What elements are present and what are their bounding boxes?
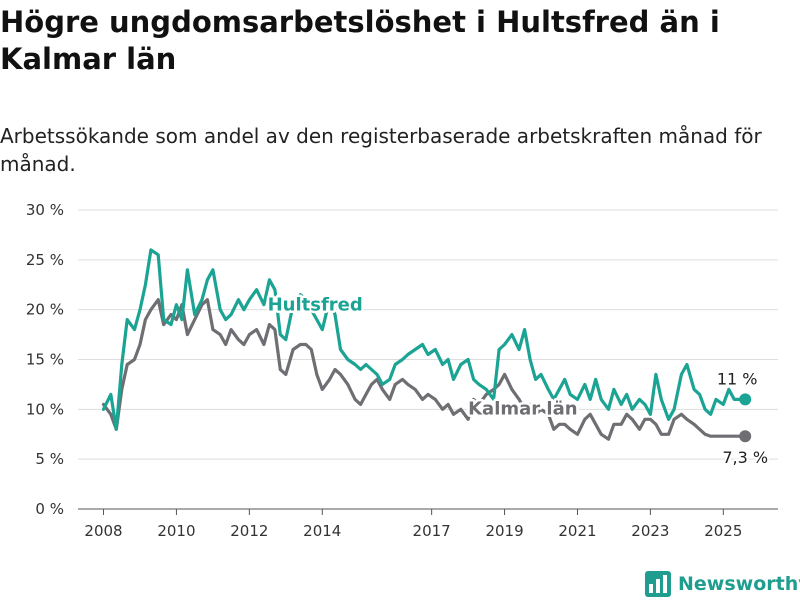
gridlines [78, 209, 778, 460]
x-tick-label: 2021 [558, 522, 596, 540]
y-tick-label: 0 % [35, 500, 64, 518]
end-label-hultsfred: 11 % [717, 369, 758, 388]
bar-chart-logo-icon [645, 571, 671, 597]
y-tick-label: 20 % [26, 301, 64, 319]
series-labels: Hultsfred Kalmar län 11 % 7,3 % [265, 292, 770, 469]
brand-name: Newsworthy [678, 573, 800, 595]
end-label-kalmar-lan: 7,3 % [722, 448, 768, 467]
y-tick-label: 30 % [26, 201, 64, 219]
y-tick-label: 10 % [26, 400, 64, 418]
series-label-hultsfred: Hultsfred [268, 295, 363, 316]
x-tick-label: 2023 [631, 522, 669, 540]
brand-logo: Newsworthy [645, 570, 800, 598]
y-tick-label: 25 % [26, 251, 64, 269]
x-tick-label: 2014 [303, 522, 341, 540]
series-line-kalmar-lan [101, 298, 747, 441]
y-tick-label: 5 % [35, 450, 64, 468]
y-tick-label: 15 % [26, 351, 64, 369]
x-axis: 2008 2010 2012 2014 2017 2019 2021 2023 2025 [78, 508, 778, 540]
x-tick-label: 2019 [485, 522, 523, 540]
x-tick-label: 2025 [704, 522, 742, 540]
x-tick-label: 2012 [230, 522, 268, 540]
series-line-hultsfred [101, 248, 747, 431]
x-tick-label: 2010 [157, 522, 195, 540]
x-tick-label: 2008 [84, 522, 122, 540]
x-tick-label: 2017 [413, 522, 451, 540]
end-point-hultsfred [739, 393, 752, 406]
series-label-kalmar-lan: Kalmar län [468, 398, 577, 419]
series-lines [101, 248, 752, 443]
end-point-kalmar-lan [739, 430, 752, 443]
y-axis-tick-labels: 0 % 5 % 10 % 15 % 20 % 25 % 30 % [26, 201, 64, 518]
chart-title: Högre ungdomsarbetslöshet i Hultsfred än… [0, 5, 720, 76]
chart-subtitle: Arbetssökande som andel av den registerb… [0, 124, 762, 176]
